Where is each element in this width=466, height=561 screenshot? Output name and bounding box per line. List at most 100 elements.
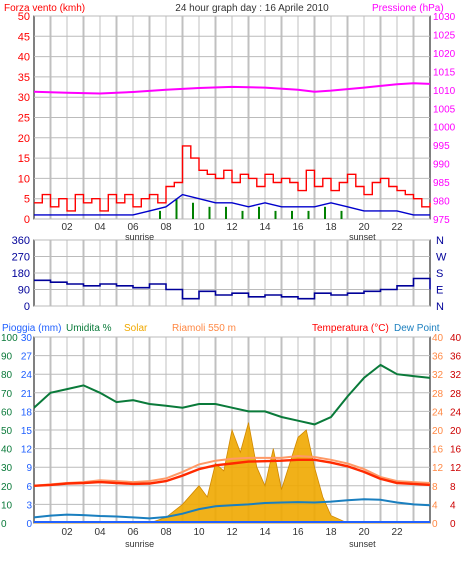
x-tick-label: 20 — [358, 527, 370, 538]
temperature-tick-label-inner: 36 — [432, 352, 444, 363]
rain-tick-label: 3 — [26, 500, 32, 511]
pressure-tick-label: 985 — [433, 178, 450, 189]
wind-axis-title: Forza vento (kmh) — [4, 3, 85, 14]
x-tick-label: 02 — [61, 527, 73, 538]
rain-tick-label: 30 — [21, 333, 33, 344]
temperature-tick-label-outer: 8 — [450, 482, 456, 493]
station-label: Riamoli 550 m — [172, 323, 236, 334]
temperature-tick-label-inner: 8 — [432, 482, 438, 493]
temperature-tick-label-inner: 16 — [432, 445, 444, 456]
humidity-tick-label: 30 — [1, 463, 13, 474]
humidity-tick-label: 0 — [1, 519, 7, 530]
compass-label: N — [436, 235, 444, 247]
x-tick-label: 18 — [325, 222, 337, 233]
compass-label: W — [436, 252, 447, 264]
x-tick-label: 04 — [94, 222, 106, 233]
pressure-tick-label: 1020 — [433, 49, 456, 60]
x-tick-label: 06 — [127, 527, 139, 538]
x-tick-label: 14 — [259, 222, 271, 233]
temperature-line — [33, 458, 431, 487]
direction-tick-label: 180 — [12, 268, 30, 280]
pressure-tick-label: 1015 — [433, 67, 456, 78]
humidity-legend: Umidita % — [66, 323, 112, 334]
rain-tick-label: 9 — [26, 463, 32, 474]
temperature-tick-label-outer: 0 — [450, 519, 456, 530]
wind-speed-line — [34, 145, 431, 212]
sunset-label: sunset — [349, 539, 376, 549]
temperature-tick-label-outer: 36 — [450, 352, 462, 363]
x-tick-label: 12 — [226, 222, 238, 233]
compass-label: E — [436, 285, 443, 297]
temperature-tick-label-outer: 16 — [450, 445, 462, 456]
humidity-tick-label: 100 — [1, 333, 18, 344]
rain-tick-label: 27 — [21, 352, 33, 363]
chart-title: 24 hour graph day : 16 Aprile 2010 — [175, 3, 329, 14]
temperature-tick-label-outer: 28 — [450, 389, 462, 400]
x-tick-label: 22 — [391, 527, 403, 538]
temperature-max-line — [33, 454, 431, 487]
compass-label: N — [436, 301, 444, 313]
wind-tick-label: 45 — [18, 31, 30, 43]
wind-tick-label: 10 — [18, 173, 30, 185]
wind-tick-label: 5 — [24, 194, 30, 206]
pressure-tick-label: 995 — [433, 141, 450, 152]
temperature-tick-label-inner: 12 — [432, 463, 444, 474]
wind-tick-label: 35 — [18, 72, 30, 84]
direction-tick-label: 90 — [18, 285, 30, 297]
wind-tick-label: 15 — [18, 153, 30, 165]
pressure-tick-label: 975 — [433, 215, 450, 226]
humidity-tick-label: 50 — [1, 426, 13, 437]
dewpoint-line — [33, 498, 431, 520]
rain-tick-label: 18 — [21, 407, 33, 418]
wind-tick-label: 25 — [18, 113, 30, 125]
pressure-tick-label: 980 — [433, 197, 450, 208]
x-tick-label: 02 — [61, 222, 73, 233]
solar-legend: Solar — [124, 323, 148, 334]
rain-tick-label: 6 — [26, 482, 32, 493]
pressure-tick-label: 1000 — [433, 123, 456, 134]
pressure-axis-title: Pressione (hPa) — [372, 3, 444, 14]
temperature-tick-label-outer: 20 — [450, 426, 462, 437]
temperature-tick-label-outer: 24 — [450, 407, 462, 418]
x-tick-label: 08 — [160, 222, 172, 233]
wind-tick-label: 30 — [18, 92, 30, 104]
temperature-tick-label-inner: 40 — [432, 333, 444, 344]
x-tick-label: 04 — [94, 527, 106, 538]
wind-tick-label: 40 — [18, 52, 30, 64]
temperature-tick-label-inner: 28 — [432, 389, 444, 400]
compass-label: S — [436, 268, 443, 280]
direction-tick-label: 0 — [24, 301, 30, 313]
humidity-tick-label: 60 — [1, 407, 13, 418]
x-tick-label: 18 — [325, 527, 337, 538]
pressure-tick-label: 1025 — [433, 30, 456, 41]
humidity-line — [33, 363, 431, 426]
x-tick-label: 16 — [292, 222, 304, 233]
x-tick-label: 08 — [160, 527, 172, 538]
wind-tick-label: 20 — [18, 133, 30, 145]
rain-tick-label: 12 — [21, 445, 33, 456]
wind-tick-label: 50 — [18, 11, 30, 23]
sunset-label: sunset — [349, 232, 376, 242]
humidity-tick-label: 90 — [1, 352, 13, 363]
temperature-tick-label-inner: 24 — [432, 407, 444, 418]
direction-tick-label: 360 — [12, 235, 30, 247]
x-tick-label: 06 — [127, 222, 139, 233]
temperature-tick-label-outer: 40 — [450, 333, 462, 344]
x-tick-label: 10 — [193, 527, 205, 538]
pressure-tick-label: 990 — [433, 160, 450, 171]
temperature-axis-title: Temperatura (°C) — [312, 323, 389, 334]
solar-area — [34, 422, 430, 524]
pressure-tick-label: 1010 — [433, 86, 456, 97]
x-tick-label: 20 — [358, 222, 370, 233]
wind-average-line — [34, 193, 430, 216]
rain-tick-label: 21 — [21, 389, 33, 400]
temperature-tick-label-inner: 20 — [432, 426, 444, 437]
wind-direction-line — [34, 277, 431, 300]
direction-tick-label: 270 — [12, 252, 30, 264]
temperature-tick-label-inner: 32 — [432, 370, 444, 381]
pressure-tick-label: 1005 — [433, 104, 456, 115]
x-tick-label: 16 — [292, 527, 304, 538]
temperature-tick-label-outer: 4 — [450, 500, 456, 511]
rain-axis-title: Pioggia (mm) — [2, 323, 61, 334]
